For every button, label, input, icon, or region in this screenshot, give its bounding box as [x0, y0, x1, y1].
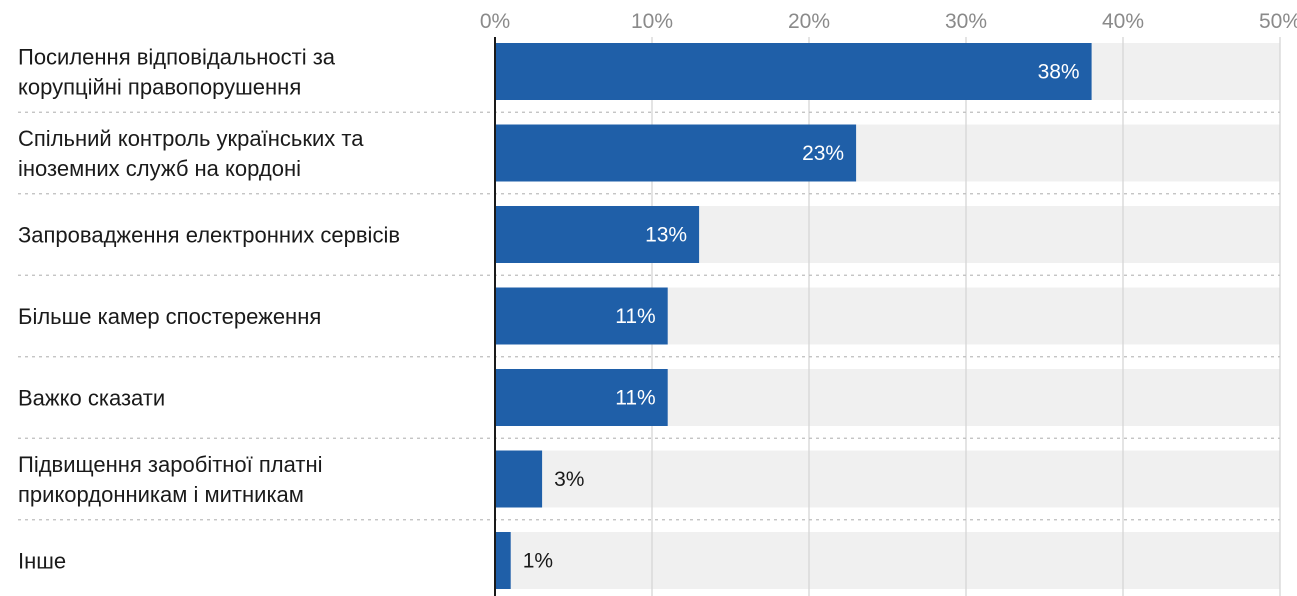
value-label: 1%	[523, 550, 553, 573]
value-label: 3%	[554, 468, 584, 491]
tick-label: 50%	[1259, 10, 1297, 33]
tick-label: 30%	[945, 10, 987, 33]
bar	[495, 369, 668, 426]
bar-track	[495, 450, 1280, 508]
category-label: Посилення відповідальності за	[18, 45, 336, 70]
value-label: 23%	[802, 142, 844, 165]
bar	[495, 287, 668, 345]
row-separators	[18, 111, 1280, 521]
bar	[495, 532, 511, 589]
category-label: Важко сказати	[18, 386, 165, 411]
tick-label: 40%	[1102, 10, 1144, 33]
value-labels: 38% 23% 13% 11% 11% 3% 1%	[523, 61, 1080, 573]
tick-label: 0%	[480, 10, 510, 33]
bars	[495, 43, 1092, 589]
category-label: прикордонникам і митникам	[18, 482, 304, 507]
value-label: 38%	[1038, 61, 1080, 84]
tick-label: 20%	[788, 10, 830, 33]
bar	[495, 206, 700, 263]
bar	[495, 43, 1092, 100]
category-label: іноземних служб на кордоні	[18, 156, 301, 181]
bar	[495, 124, 857, 182]
tick-labels: 0% 10% 20% 30% 40% 50%	[480, 10, 1297, 33]
bar-track	[495, 532, 1280, 589]
category-label: Більше камер спостереження	[18, 304, 321, 329]
category-label: Підвищення заробітної платні	[18, 452, 323, 477]
category-label: Запровадження електронних сервісів	[18, 223, 400, 248]
category-label: Спільний контроль українських та	[18, 126, 364, 151]
tick-label: 10%	[631, 10, 673, 33]
category-label: корупційні правопорушення	[18, 75, 301, 100]
category-labels: Посилення відповідальності за корупційні …	[18, 45, 400, 574]
category-label: Інше	[18, 549, 66, 574]
bar	[495, 450, 543, 508]
value-label: 11%	[615, 387, 655, 410]
value-label: 13%	[645, 224, 687, 247]
value-label: 11%	[615, 305, 655, 328]
